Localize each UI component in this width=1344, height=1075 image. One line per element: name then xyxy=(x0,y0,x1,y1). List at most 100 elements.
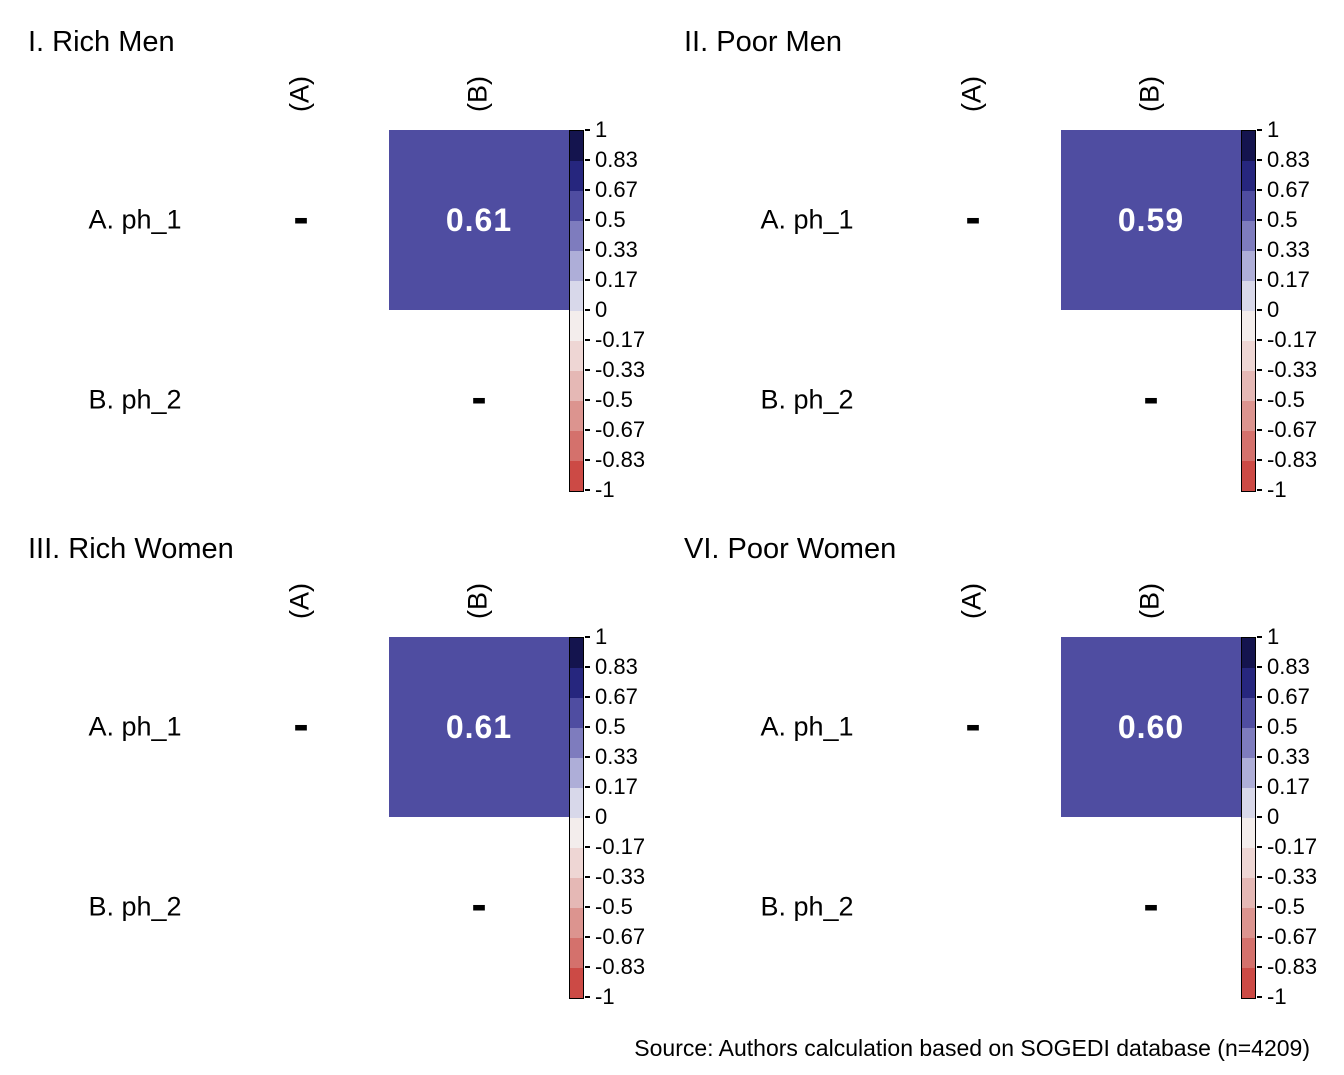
colorbar-tick-label: -0.33 xyxy=(595,357,646,382)
colorbar-tick xyxy=(585,129,590,131)
colorbar-tick-label: 0.17 xyxy=(1267,774,1310,799)
diagonal-dash-a: - xyxy=(965,698,981,751)
colorbar-tick-label: -0.83 xyxy=(595,954,646,979)
colorbar-tick xyxy=(1257,966,1262,968)
panel-rich-men: I. Rich Men (A) (B) A. ph_1 B. ph_2 - - … xyxy=(0,0,672,507)
colorbar: 1 0.83 0.67 0.5 0.33 0.17 0 -0.17 -0.33 -0.5 -0.67… xyxy=(1241,626,1344,1008)
colorbar-tick xyxy=(585,816,590,818)
correlation-value: 0.61 xyxy=(445,708,513,745)
colorbar-tick xyxy=(585,666,590,668)
colorbar-segment xyxy=(1242,161,1255,191)
colorbar-tick-label: 0 xyxy=(1267,297,1280,322)
colorbar-tick-label: -1 xyxy=(595,477,615,502)
row-label-a: A. ph_1 xyxy=(760,711,854,742)
colorbar-tick-label: 0.83 xyxy=(1267,147,1310,172)
colorbar-segment xyxy=(570,281,583,311)
colorbar-tick-label: 0.67 xyxy=(1267,177,1310,202)
panel-title: II. Poor Men xyxy=(684,26,842,58)
colorbar-tick xyxy=(585,399,590,401)
colorbar-tick xyxy=(585,966,590,968)
colorbar-tick-label: -1 xyxy=(1267,984,1287,1009)
colorbar-tick-label: -0.17 xyxy=(1267,834,1318,859)
diagonal-dash-a: - xyxy=(293,191,309,244)
colorbar-segment xyxy=(570,818,583,848)
colorbar-tick-label: 0.5 xyxy=(595,207,626,232)
panel-title: III. Rich Women xyxy=(28,533,234,565)
colorbar-segment xyxy=(570,638,583,668)
row-label-b: B. ph_2 xyxy=(88,384,182,415)
colorbar-tick-label: 1 xyxy=(595,624,608,649)
colorbar-segment xyxy=(1242,938,1255,968)
colorbar-tick xyxy=(1257,786,1262,788)
colorbar-tick-label: -0.5 xyxy=(595,387,633,412)
colorbar-tick xyxy=(1257,339,1262,341)
row-label-b: B. ph_2 xyxy=(760,384,854,415)
column-header-b: (B) xyxy=(462,76,493,112)
colorbar-tick xyxy=(585,846,590,848)
colorbar-tick xyxy=(1257,846,1262,848)
row-label-b: B. ph_2 xyxy=(88,891,182,922)
colorbar-segment xyxy=(1242,221,1255,251)
colorbar-segment xyxy=(1242,461,1255,491)
diagonal-dash-b: - xyxy=(471,371,487,424)
colorbar-tick-label: -0.33 xyxy=(1267,357,1318,382)
colorbar-tick xyxy=(585,429,590,431)
colorbar-segment xyxy=(1242,341,1255,371)
colorbar-tick-label: -0.5 xyxy=(1267,894,1305,919)
colorbar-segment xyxy=(570,728,583,758)
colorbar-tick-label: 0.5 xyxy=(1267,207,1298,232)
colorbar-segment xyxy=(1242,251,1255,281)
colorbar-tick xyxy=(585,279,590,281)
colorbar-segment xyxy=(1242,638,1255,668)
colorbar-tick xyxy=(1257,996,1262,998)
colorbar-tick xyxy=(1257,399,1262,401)
colorbar-tick xyxy=(585,726,590,728)
colorbar-tick xyxy=(1257,816,1262,818)
colorbar-tick-label: 0.17 xyxy=(1267,267,1310,292)
column-header-a: (A) xyxy=(956,76,987,112)
colorbar-tick xyxy=(585,876,590,878)
colorbar-tick-label: 0 xyxy=(595,804,608,829)
colorbar-tick xyxy=(585,636,590,638)
colorbar-segment xyxy=(570,131,583,161)
colorbar-segment xyxy=(1242,878,1255,908)
colorbar-tick xyxy=(1257,876,1262,878)
colorbar-segment xyxy=(570,668,583,698)
colorbar-segment xyxy=(570,341,583,371)
heatmap-cell: 0.61 xyxy=(389,637,569,817)
colorbar-tick-label: 0.83 xyxy=(595,654,638,679)
colorbar-segment xyxy=(1242,788,1255,818)
panel-title: I. Rich Men xyxy=(28,26,175,58)
colorbar-tick xyxy=(1257,696,1262,698)
colorbar-tick-label: -0.33 xyxy=(595,864,646,889)
colorbar-tick-label: -0.33 xyxy=(1267,864,1318,889)
colorbar-tick-label: 0.5 xyxy=(595,714,626,739)
colorbar-tick-label: -1 xyxy=(595,984,615,1009)
colorbar-tick xyxy=(585,489,590,491)
colorbar-tick-label: -0.5 xyxy=(1267,387,1305,412)
colorbar-tick-label: 0.67 xyxy=(595,684,638,709)
colorbar-tick-label: 1 xyxy=(1267,117,1280,142)
panel-poor-men: II. Poor Men (A) (B) A. ph_1 B. ph_2 - -… xyxy=(672,0,1344,507)
colorbar-segment xyxy=(1242,431,1255,461)
colorbar-tick xyxy=(1257,936,1262,938)
colorbar-segment xyxy=(570,251,583,281)
row-label-a: A. ph_1 xyxy=(88,204,182,235)
diagonal-dash-a: - xyxy=(965,191,981,244)
colorbar-segment xyxy=(570,968,583,998)
colorbar-segment xyxy=(1242,968,1255,998)
colorbar-tick xyxy=(1257,249,1262,251)
colorbar-tick-label: -0.17 xyxy=(595,327,646,352)
colorbar-segment xyxy=(570,698,583,728)
colorbar-tick-label: 1 xyxy=(1267,624,1280,649)
heatmap-cell: 0.59 xyxy=(1061,130,1241,310)
colorbar-tick-label: -0.67 xyxy=(1267,417,1318,442)
colorbar-tick xyxy=(1257,666,1262,668)
colorbar-tick-label: 0.17 xyxy=(595,774,638,799)
colorbar-tick-label: -0.17 xyxy=(1267,327,1318,352)
colorbar-tick-label: 0.67 xyxy=(1267,684,1310,709)
colorbar-segment xyxy=(570,371,583,401)
colorbar-tick xyxy=(585,756,590,758)
colorbar-tick xyxy=(1257,369,1262,371)
